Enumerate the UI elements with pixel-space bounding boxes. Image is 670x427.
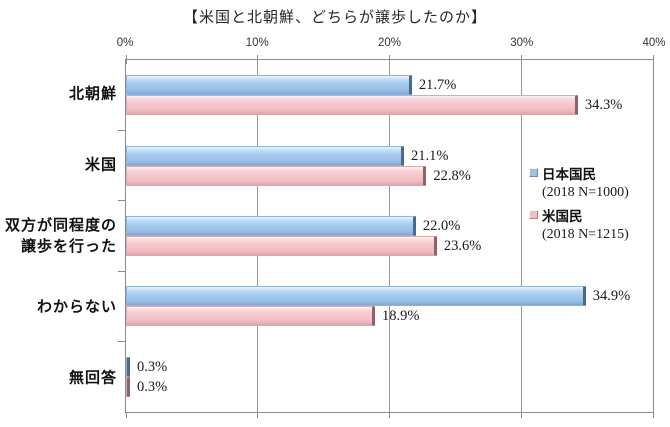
x-axis-tick xyxy=(520,55,522,64)
x-axis-tick xyxy=(389,412,390,418)
us-series-label: 米国民 xyxy=(542,208,583,224)
japan-bar-line: 21.7% xyxy=(126,75,653,96)
value-label: 0.3% xyxy=(137,378,168,395)
us-bar-line: 0.3% xyxy=(126,376,653,397)
category-label: 双方が同程度の 譲歩を行った xyxy=(4,217,117,255)
x-tick-label: 10% xyxy=(245,37,269,49)
chart-title: 【米国と北朝鮮、どちらが譲歩したのか】 xyxy=(182,10,487,26)
us-bar-line: 18.9% xyxy=(126,306,653,327)
bar-row: 22.0% 23.6% xyxy=(126,201,653,271)
value-label: 18.9% xyxy=(382,308,420,325)
value-label: 23.6% xyxy=(443,237,482,254)
plot-area: 21.7% 34.3% 21.1% 22.8% 22.0% 23.6% 34.9% 18.9%… xyxy=(118,55,654,418)
x-axis-tick xyxy=(125,55,127,64)
legend-item-japan: 日本国民 xyxy=(529,162,629,183)
value-label: 34.3% xyxy=(584,97,623,114)
value-label: 34.9% xyxy=(592,288,631,305)
bar-row: 34.9% 18.9% xyxy=(126,271,653,341)
us-bar xyxy=(126,235,437,256)
japan-series-marker-icon xyxy=(529,168,538,177)
us-bar-line: 34.3% xyxy=(126,95,653,116)
us-bar xyxy=(126,165,427,186)
x-axis-tick xyxy=(520,412,522,418)
x-tick-label: 40% xyxy=(642,37,666,49)
value-label: 0.3% xyxy=(137,358,168,375)
y-axis-tick xyxy=(118,129,126,131)
x-tick-label: 0% xyxy=(116,37,134,49)
legend: 日本国民 (2018 N=1000) 米国民 (2018 N=1215) xyxy=(529,162,629,246)
category-label: 米国 xyxy=(84,156,117,174)
us-bar xyxy=(126,376,130,397)
x-axis-tick xyxy=(125,412,127,418)
us-bar xyxy=(126,306,375,327)
x-tick-label: 30% xyxy=(510,37,534,49)
us-bar-line: 22.8% xyxy=(126,165,653,186)
japan-bar-line: 21.1% xyxy=(126,145,653,166)
japan-bar xyxy=(126,286,586,307)
us-bar xyxy=(126,95,578,116)
gridline xyxy=(520,60,522,412)
us-series-marker-icon xyxy=(529,210,538,219)
x-axis-tick xyxy=(389,55,390,64)
x-axis-tick xyxy=(257,55,259,64)
y-axis-tick xyxy=(118,270,126,272)
category-label: 無回答 xyxy=(68,369,117,387)
x-axis-tick xyxy=(652,55,654,64)
japan-series-label: 日本国民 xyxy=(542,166,596,182)
us-bar-line: 23.6% xyxy=(126,235,653,256)
bar-row: 21.1% 22.8% xyxy=(126,130,653,200)
bar-row: 21.7% 34.3% xyxy=(126,60,653,130)
category-label: 北朝鮮 xyxy=(68,85,117,103)
japan-bar-line: 34.9% xyxy=(126,286,653,307)
bar-row: 0.3% 0.3% xyxy=(126,342,653,412)
japan-bar-line: 0.3% xyxy=(126,356,653,377)
x-tick-label: 20% xyxy=(377,37,402,49)
japan-series-sample-size: (2018 N=1000) xyxy=(542,185,629,200)
value-label: 22.8% xyxy=(433,167,471,184)
value-label: 21.1% xyxy=(410,147,449,164)
japan-bar xyxy=(126,75,412,96)
us-series-sample-size: (2018 N=1215) xyxy=(542,227,629,242)
category-label: わからない xyxy=(36,298,117,316)
x-axis-tick xyxy=(652,412,654,418)
legend-item-us: 米国民 xyxy=(529,204,629,225)
x-axis-tick xyxy=(257,412,259,418)
y-axis-tick xyxy=(118,341,126,343)
value-label: 22.0% xyxy=(422,217,461,234)
x-axis-tick-labels: 0% 10% 20% 30% 40% xyxy=(117,37,666,53)
japan-bar xyxy=(126,215,416,236)
japan-bar xyxy=(126,356,130,377)
value-label: 21.7% xyxy=(418,77,457,94)
japan-bar xyxy=(126,145,404,166)
y-axis-tick xyxy=(118,200,126,202)
bar-rows: 21.7% 34.3% 21.1% 22.8% 22.0% 23.6% 34.9% 18.9%… xyxy=(126,60,653,412)
japan-bar-line: 22.0% xyxy=(126,215,653,236)
category-axis: 北朝鮮米国双方が同程度の 譲歩を行ったわからない無回答 xyxy=(0,59,117,413)
